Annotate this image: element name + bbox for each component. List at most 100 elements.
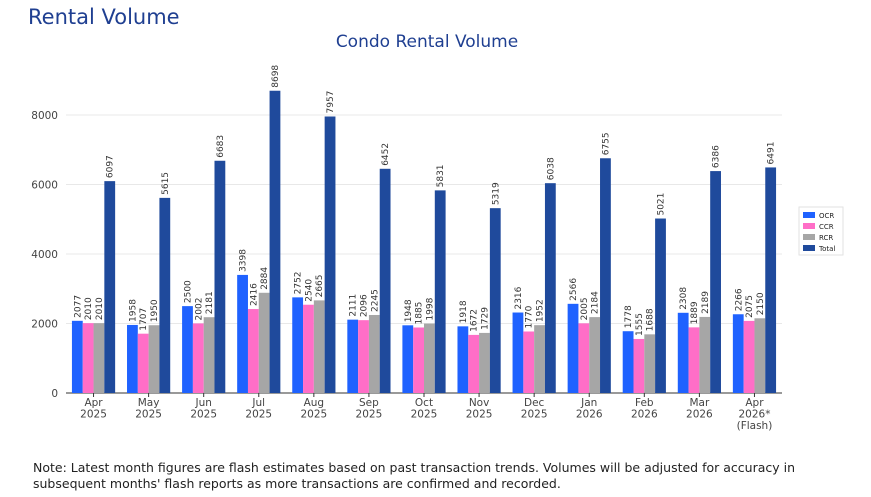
bar-ccr bbox=[468, 334, 480, 393]
bar-total bbox=[379, 168, 391, 393]
y-axis: 0 2000 4000 6000 8000 bbox=[31, 110, 58, 400]
bar-rcr bbox=[479, 332, 490, 393]
data-label: 2077 bbox=[73, 295, 83, 318]
bar-ccr bbox=[633, 338, 645, 393]
data-label: 8698 bbox=[271, 65, 281, 88]
data-label: 1918 bbox=[459, 300, 469, 323]
data-label: 1778 bbox=[624, 305, 634, 328]
data-label: 1952 bbox=[536, 299, 546, 322]
data-label: 2884 bbox=[260, 267, 270, 290]
legend: OCR CCR RCR Total bbox=[798, 206, 844, 256]
bar-rcr bbox=[424, 323, 435, 393]
x-tick-label: Apr bbox=[745, 397, 764, 409]
x-tick-label: Apr bbox=[84, 397, 103, 409]
y-tick-label: 8000 bbox=[31, 110, 58, 122]
data-label: 2150 bbox=[756, 292, 766, 315]
x-tick-label: Sep bbox=[359, 397, 379, 409]
data-label: 1707 bbox=[139, 308, 149, 331]
data-label: 2010 bbox=[84, 297, 94, 320]
bar-total bbox=[544, 183, 556, 393]
legend-swatch-ocr bbox=[803, 212, 815, 218]
bars bbox=[71, 90, 777, 393]
data-label: 2075 bbox=[745, 295, 755, 318]
data-label: 6097 bbox=[106, 155, 116, 178]
x-tick-label: 2025 bbox=[411, 409, 438, 421]
x-tick-label: 2025 bbox=[190, 409, 217, 421]
x-axis: Apr2025May2025Jun2025Jul2025Aug2025Sep20… bbox=[80, 393, 772, 432]
data-label: 7957 bbox=[326, 91, 336, 114]
x-tick-label: Jan bbox=[580, 397, 597, 409]
bar-total bbox=[765, 167, 777, 393]
data-label: 2096 bbox=[360, 294, 370, 317]
x-tick-label: 2025 bbox=[466, 409, 493, 421]
data-label: 2416 bbox=[249, 283, 259, 306]
data-label: 2010 bbox=[95, 297, 105, 320]
x-tick-label: 2026 bbox=[631, 409, 658, 421]
data-label: 6038 bbox=[546, 157, 556, 180]
bar-rcr bbox=[644, 334, 656, 393]
bar-ocr bbox=[127, 324, 138, 393]
y-tick-label: 6000 bbox=[31, 180, 58, 192]
data-label: 2002 bbox=[194, 298, 204, 321]
data-label: 2540 bbox=[304, 279, 314, 302]
data-label: 1688 bbox=[646, 308, 656, 331]
footnote: Note: Latest month figures are flash est… bbox=[33, 460, 796, 491]
bar-rcr bbox=[754, 318, 766, 393]
bar-rcr bbox=[148, 325, 160, 393]
data-label: 1998 bbox=[425, 297, 435, 320]
x-tick-label: Oct bbox=[415, 397, 433, 409]
bar-ocr bbox=[347, 319, 359, 393]
x-tick-label: 2025 bbox=[521, 409, 548, 421]
data-label: 6755 bbox=[601, 132, 611, 155]
x-tick-label: 2025 bbox=[80, 409, 107, 421]
bar-total bbox=[655, 218, 666, 393]
bar-ocr bbox=[512, 312, 524, 393]
data-label: 6386 bbox=[712, 145, 722, 168]
bar-ocr bbox=[402, 325, 414, 393]
legend-label-ocr: OCR bbox=[819, 212, 834, 220]
data-label: 2181 bbox=[205, 291, 215, 314]
bar-ccr bbox=[688, 327, 700, 393]
bar-rcr bbox=[368, 314, 380, 393]
x-tick-label: 2026 bbox=[576, 409, 603, 421]
bar-total bbox=[104, 181, 116, 393]
data-label: 2308 bbox=[679, 287, 689, 310]
data-label: 1958 bbox=[128, 299, 138, 322]
data-label: 2752 bbox=[294, 271, 304, 294]
data-label: 6491 bbox=[767, 142, 777, 165]
bar-ocr bbox=[292, 297, 304, 393]
legend-swatch-rcr bbox=[803, 234, 815, 240]
data-label: 1889 bbox=[690, 301, 700, 324]
data-label: 3398 bbox=[239, 249, 249, 272]
bar-ocr bbox=[567, 303, 579, 393]
y-tick-label: 0 bbox=[51, 388, 58, 400]
data-label: 1948 bbox=[404, 299, 414, 322]
bar-rcr bbox=[313, 300, 325, 393]
x-tick-label: 2025 bbox=[300, 409, 327, 421]
y-tick-label: 4000 bbox=[31, 249, 58, 261]
bar-ccr bbox=[303, 304, 314, 393]
data-label: 2005 bbox=[580, 297, 590, 320]
x-tick-label: 2025 bbox=[356, 409, 383, 421]
bar-ccr bbox=[578, 323, 590, 393]
bar-rcr bbox=[203, 317, 215, 393]
x-tick-label: Feb bbox=[635, 397, 654, 409]
x-tick-label: Dec bbox=[524, 397, 545, 409]
bar-total bbox=[324, 116, 336, 393]
bar-total bbox=[269, 90, 281, 393]
data-label: 1729 bbox=[480, 307, 490, 330]
bar-ocr bbox=[732, 314, 744, 393]
data-label: 2111 bbox=[349, 294, 359, 317]
bar-rcr bbox=[93, 323, 105, 393]
x-tick-label: 2026* bbox=[738, 409, 770, 421]
data-label: 1885 bbox=[415, 302, 425, 325]
bar-total bbox=[489, 208, 501, 393]
bar-ccr bbox=[247, 309, 259, 393]
legend-label-rcr: RCR bbox=[819, 234, 833, 242]
data-label: 2566 bbox=[569, 278, 579, 301]
x-tick-label: 2025 bbox=[245, 409, 272, 421]
bar-ccr bbox=[192, 323, 204, 393]
bar-rcr bbox=[534, 325, 545, 393]
bar-ccr bbox=[358, 320, 369, 393]
